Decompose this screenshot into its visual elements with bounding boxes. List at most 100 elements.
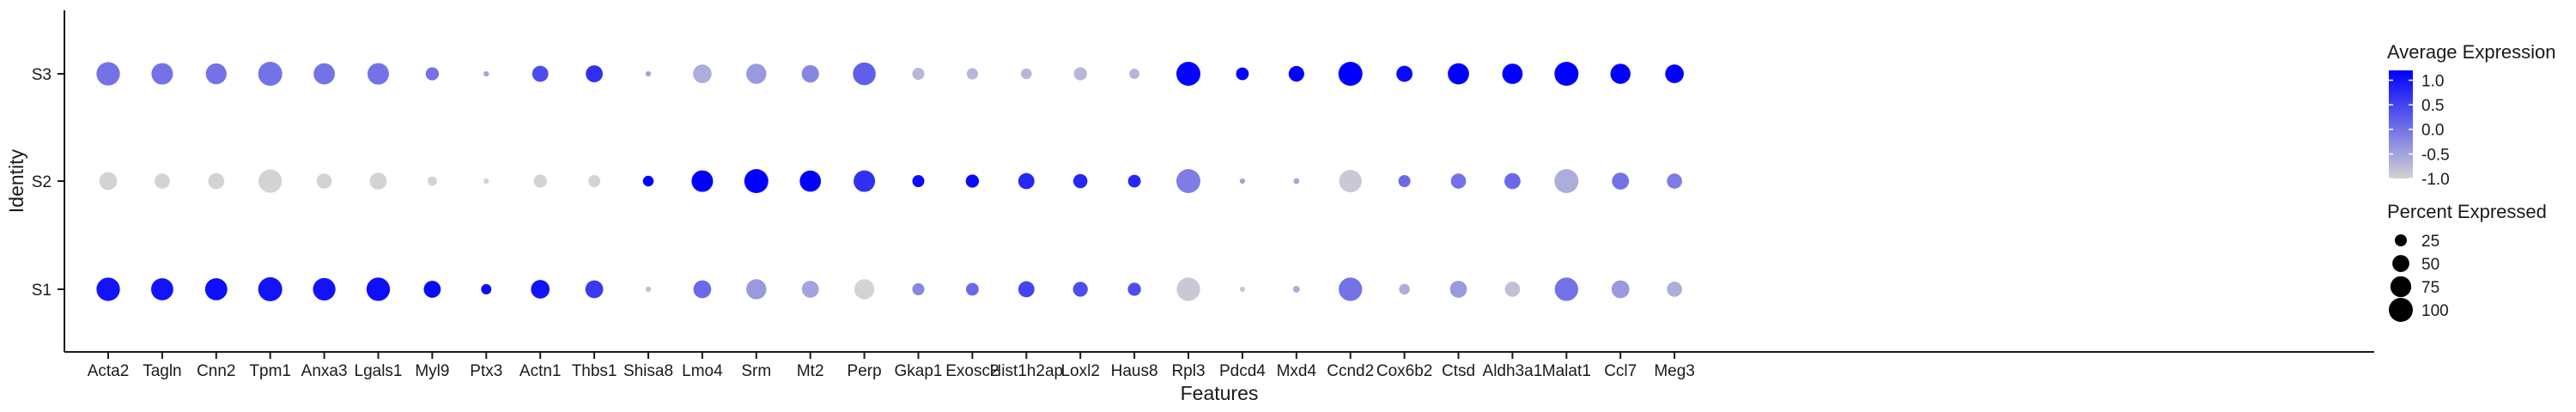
size-legend-label-75: 75 xyxy=(2421,279,2439,297)
dot-S3-Tagln xyxy=(151,63,173,85)
x-tick-label-Gkap1: Gkap1 xyxy=(895,362,943,380)
dot-S3-Meg3 xyxy=(1665,64,1684,83)
dot-S2-Tagln xyxy=(155,173,170,189)
x-tick-label-Meg3: Meg3 xyxy=(1654,362,1695,380)
dot-S3-Pdcd4 xyxy=(1236,67,1249,81)
dot-S2-Ptx3 xyxy=(483,178,489,185)
dot-S3-Lmo4 xyxy=(693,64,712,83)
x-tick-label-Srm: Srm xyxy=(741,362,771,380)
x-tick-label-Actn1: Actn1 xyxy=(519,362,562,380)
dot-S3-Haus8 xyxy=(1129,69,1140,79)
dot-S1-Cox6b2 xyxy=(1399,283,1410,295)
size-legend-label-25: 25 xyxy=(2421,233,2439,251)
dot-S2-Ccl7 xyxy=(1612,173,1630,190)
dot-S3-Aldh3a1 xyxy=(1502,64,1523,84)
dot-S3-Ccl7 xyxy=(1610,64,1631,84)
dot-S2-Tpm1 xyxy=(258,169,283,193)
dot-S2-Hist1h2ap xyxy=(1018,173,1035,190)
y-tick-layer: S1 S2 S3 xyxy=(32,66,64,300)
x-tick-label-Mxd4: Mxd4 xyxy=(1277,362,1317,380)
x-tick-label-Myl9: Myl9 xyxy=(415,362,449,380)
x-tick-label-Lgals1: Lgals1 xyxy=(355,362,403,380)
dot-S2-Mxd4 xyxy=(1293,178,1300,185)
dot-S2-Myl9 xyxy=(427,176,437,186)
dot-S1-Ccnd2 xyxy=(1339,277,1363,301)
x-tick-label-Ctsd: Ctsd xyxy=(1442,362,1475,380)
dot-S2-Pdcd4 xyxy=(1239,178,1246,185)
dot-S1-Thbs1 xyxy=(585,280,604,299)
dot-S3-Ptx3 xyxy=(483,70,489,77)
x-tick-label-Ccnd2: Ccnd2 xyxy=(1327,362,1374,380)
dot-S2-Ctsd xyxy=(1450,173,1467,189)
dot-S1-Perp xyxy=(854,279,875,300)
x-tick-label-Pdcd4: Pdcd4 xyxy=(1219,362,1266,380)
dot-S1-Ccl7 xyxy=(1611,280,1630,299)
color-legend-bar xyxy=(2389,70,2413,179)
x-tick-label-Aldh3a1: Aldh3a1 xyxy=(1483,362,1543,380)
dot-S1-Mt2 xyxy=(801,281,819,298)
dot-S2-Haus8 xyxy=(1127,174,1141,188)
size-legend-items: 25 50 75 100 xyxy=(2389,233,2449,322)
dot-S3-Ctsd xyxy=(1448,63,1469,85)
x-tick-label-Haus8: Haus8 xyxy=(1111,362,1158,380)
color-legend: Average Expression 1.0 0.5 0.0 -0.5 -1.0 xyxy=(2387,41,2556,189)
x-tick-label-Ptx3: Ptx3 xyxy=(470,362,502,380)
size-legend-label-50: 50 xyxy=(2421,256,2439,274)
x-tick-label-Exosc2: Exosc2 xyxy=(945,362,999,380)
size-legend-dot-25 xyxy=(2395,234,2407,246)
x-tick-label-Perp: Perp xyxy=(848,362,882,380)
dot-S3-Tpm1 xyxy=(258,62,283,86)
color-legend-ticks: 1.0 0.5 0.0 -0.5 -1.0 xyxy=(2389,73,2450,189)
dot-S1-Loxl2 xyxy=(1072,282,1088,297)
dot-S3-Loxl2 xyxy=(1073,67,1087,81)
dot-S2-Anxa3 xyxy=(316,173,332,189)
y-axis-title: Identity xyxy=(5,148,27,213)
size-legend-dot-75 xyxy=(2390,276,2412,298)
dot-S1-Tagln xyxy=(150,278,173,300)
color-tick-label-0.5: 0.5 xyxy=(2421,97,2444,115)
dot-S2-Cnn2 xyxy=(208,173,225,190)
dot-S3-Perp xyxy=(853,62,876,86)
x-tick-label-Cox6b2: Cox6b2 xyxy=(1376,362,1433,380)
dot-S3-Shisa8 xyxy=(645,70,652,77)
dot-S2-Malat1 xyxy=(1554,169,1579,193)
y-tick-label-S2: S2 xyxy=(32,173,52,191)
dot-S3-Myl9 xyxy=(425,67,440,81)
size-legend-label-100: 100 xyxy=(2421,302,2449,320)
color-legend-title: Average Expression xyxy=(2387,41,2556,63)
dot-S2-Perp xyxy=(854,170,876,192)
dot-S1-Ptx3 xyxy=(481,284,492,294)
dot-S1-Lgals1 xyxy=(366,277,391,301)
size-legend-dot-100 xyxy=(2389,298,2413,322)
dot-S2-Srm xyxy=(744,169,769,193)
dot-S3-Srm xyxy=(746,64,767,84)
color-tick-label--1.0: -1.0 xyxy=(2421,171,2450,189)
dot-S1-Acta2 xyxy=(96,277,120,301)
dot-S3-Ccnd2 xyxy=(1338,62,1363,86)
dot-S3-Thbs1 xyxy=(586,65,603,82)
dot-S3-Hist1h2ap xyxy=(1021,68,1032,80)
dot-S1-Hist1h2ap xyxy=(1018,281,1035,298)
dot-S1-Ctsd xyxy=(1449,281,1467,298)
dot-S3-Acta2 xyxy=(96,62,120,86)
dot-S2-Exosc2 xyxy=(965,174,980,188)
size-legend-title: Percent Expressed xyxy=(2387,201,2547,222)
dot-S3-Gkap1 xyxy=(912,68,925,80)
color-tick-label-1.0: 1.0 xyxy=(2421,73,2444,91)
x-tick-label-Tagln: Tagln xyxy=(143,362,181,380)
dot-S3-Malat1 xyxy=(1554,62,1579,86)
dot-S1-Anxa3 xyxy=(313,277,336,301)
dot-S1-Gkap1 xyxy=(912,283,925,295)
dot-S3-Cox6b2 xyxy=(1396,65,1413,82)
color-tick-label--0.5: -0.5 xyxy=(2421,146,2450,164)
x-tick-label-Tpm1: Tpm1 xyxy=(249,362,291,380)
x-tick-label-Hist1h2ap: Hist1h2ap xyxy=(990,362,1064,380)
size-legend-dot-50 xyxy=(2392,255,2409,272)
dot-S2-Cox6b2 xyxy=(1398,175,1411,187)
dot-S1-Lmo4 xyxy=(693,280,712,299)
dot-S2-Meg3 xyxy=(1667,173,1682,189)
dot-S1-Exosc2 xyxy=(965,282,979,296)
dot-S1-Actn1 xyxy=(531,280,550,299)
x-tick-label-Malat1: Malat1 xyxy=(1542,362,1591,380)
x-tick-label-Anxa3: Anxa3 xyxy=(301,362,348,380)
